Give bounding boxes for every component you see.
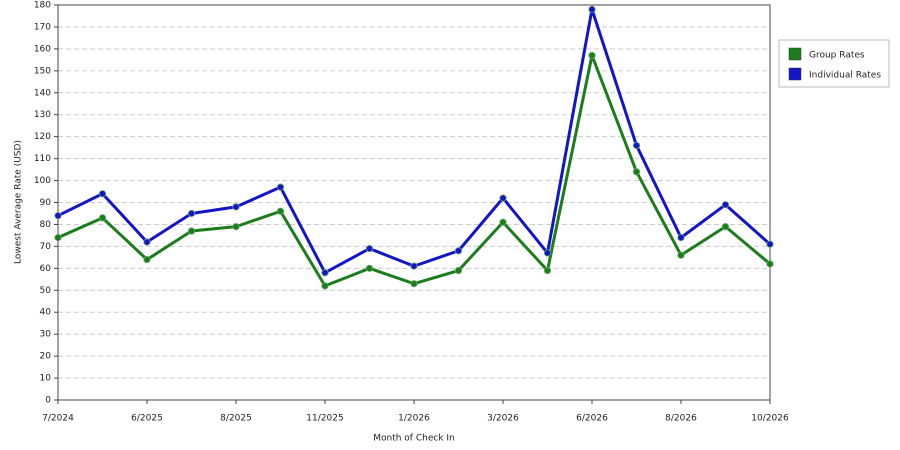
y-tick-label: 0 bbox=[45, 396, 51, 406]
data-point bbox=[232, 223, 240, 231]
y-tick-label: 100 bbox=[34, 176, 51, 186]
data-point bbox=[543, 249, 552, 257]
data-point bbox=[187, 209, 196, 218]
y-tick-label: 40 bbox=[40, 308, 52, 318]
data-point bbox=[54, 212, 62, 220]
y-tick-label: 10 bbox=[40, 374, 52, 384]
y-tick-label: 20 bbox=[40, 352, 52, 362]
x-tick-label: 6/2025 bbox=[131, 414, 163, 424]
data-point bbox=[98, 214, 107, 222]
data-point bbox=[365, 244, 374, 253]
data-point bbox=[410, 262, 418, 270]
data-point bbox=[143, 255, 151, 264]
data-point bbox=[499, 194, 507, 202]
data-point bbox=[143, 238, 151, 246]
data-point bbox=[232, 203, 240, 211]
y-tick-label: 70 bbox=[40, 242, 52, 252]
x-axis-title: Month of Check In bbox=[373, 434, 455, 444]
x-tick-label: 11/2025 bbox=[306, 414, 343, 424]
data-point bbox=[321, 282, 329, 290]
data-point bbox=[677, 251, 685, 259]
data-point bbox=[276, 207, 285, 215]
x-tick-label: 7/2024 bbox=[42, 414, 74, 424]
legend-swatch bbox=[788, 47, 802, 61]
x-tick-label: 10/2026 bbox=[751, 414, 789, 424]
y-tick-label: 130 bbox=[34, 110, 51, 120]
data-point bbox=[632, 141, 641, 150]
x-tick-label: 6/2026 bbox=[576, 414, 608, 424]
y-tick-label: 150 bbox=[34, 66, 51, 76]
data-point bbox=[321, 269, 329, 277]
data-point bbox=[454, 266, 463, 275]
data-point bbox=[632, 168, 641, 176]
y-tick-label: 110 bbox=[34, 154, 51, 164]
data-point bbox=[766, 260, 774, 268]
data-point bbox=[543, 266, 552, 275]
x-tick-label: 1/2026 bbox=[398, 414, 430, 424]
y-tick-label: 90 bbox=[40, 198, 52, 208]
y-tick-label: 60 bbox=[40, 264, 52, 274]
x-tick-label: 3/2026 bbox=[487, 414, 519, 424]
x-tick-label: 8/2026 bbox=[665, 414, 697, 424]
data-point bbox=[54, 234, 62, 242]
data-point bbox=[677, 234, 685, 242]
data-point bbox=[588, 5, 596, 13]
data-point bbox=[276, 183, 285, 191]
y-tick-label: 120 bbox=[34, 132, 51, 142]
data-point bbox=[721, 223, 730, 231]
y-tick-label: 170 bbox=[34, 22, 51, 32]
y-tick-label: 180 bbox=[34, 1, 51, 11]
legend-label: Individual Rates bbox=[809, 71, 881, 81]
data-point bbox=[410, 280, 418, 288]
series-line bbox=[57, 53, 771, 288]
data-point bbox=[365, 264, 374, 272]
data-point bbox=[588, 51, 596, 60]
data-point bbox=[454, 247, 463, 255]
data-point bbox=[766, 240, 774, 248]
legend-label: Group Rates bbox=[809, 51, 865, 61]
data-point bbox=[187, 227, 196, 235]
y-tick-label: 80 bbox=[40, 220, 52, 230]
y-tick-label: 140 bbox=[34, 88, 51, 98]
y-axis-title: Lowest Average Rate (USD) bbox=[14, 140, 24, 264]
data-point bbox=[721, 201, 730, 209]
y-tick-label: 30 bbox=[40, 330, 52, 340]
x-tick-label: 8/2025 bbox=[220, 414, 252, 424]
legend-swatch bbox=[788, 67, 802, 81]
data-point bbox=[499, 218, 507, 226]
data-point bbox=[98, 190, 107, 198]
y-tick-label: 50 bbox=[40, 286, 52, 296]
y-tick-label: 160 bbox=[34, 44, 51, 54]
